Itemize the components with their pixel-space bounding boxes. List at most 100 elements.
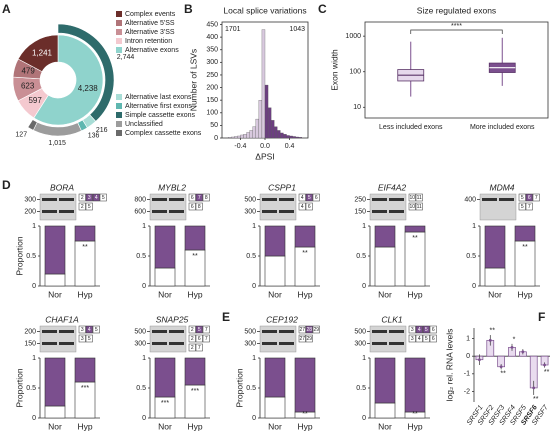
exon-label: 29 — [306, 336, 312, 342]
exon-label: 5 — [521, 204, 524, 210]
bar-end-dot — [543, 363, 546, 367]
histogram-bar — [231, 136, 235, 139]
exon-label: 3 — [411, 336, 414, 342]
exon-label: 4 — [418, 327, 421, 333]
exon-box — [525, 193, 533, 202]
exon-box — [305, 325, 313, 334]
gel-band — [42, 330, 57, 333]
exon-label: 5 — [102, 195, 105, 201]
gene-name: CSPP1 — [268, 182, 296, 192]
x-tick-label: Less included exons — [379, 124, 443, 131]
exon-label: 27 — [299, 336, 305, 342]
bar-end-dot — [478, 358, 481, 362]
exon-label: 2 — [191, 327, 194, 333]
value-label: 136 — [88, 132, 100, 139]
gel-band — [279, 330, 294, 333]
histogram-bar — [277, 130, 281, 139]
gel-band — [59, 342, 74, 345]
gel-band — [152, 342, 167, 345]
x-tick-label: Hyp — [517, 289, 532, 299]
exon-label: 6 — [191, 195, 194, 201]
exon-box — [518, 202, 526, 211]
histogram-bar — [252, 126, 256, 139]
histogram-bar — [286, 135, 290, 139]
value-label: 216 — [96, 127, 108, 134]
significance: * — [513, 336, 516, 343]
exon-box — [202, 325, 210, 334]
gel-band — [262, 210, 277, 213]
annotation: 1701 — [225, 26, 241, 33]
y-tick-label: 0 — [472, 283, 476, 290]
exon-label: 28 — [306, 327, 312, 333]
exon-label: 7 — [205, 336, 208, 342]
y-tick-label: 150 — [206, 97, 218, 104]
exon-label: 6 — [198, 336, 201, 342]
y-tick-label: 10 — [353, 104, 361, 111]
exon-box — [518, 193, 526, 202]
y-tick-label: 0 — [32, 283, 36, 290]
y-tick-label: 0.5 — [356, 385, 366, 392]
y-tick-label: 450 — [206, 21, 218, 28]
exon-box — [195, 343, 203, 352]
value-label: 127 — [15, 132, 27, 139]
y-tick-label: 50 — [210, 122, 218, 129]
exon-box — [85, 334, 93, 343]
stacked-bar — [374, 402, 396, 419]
stacked-bar — [44, 357, 66, 407]
exon-box — [298, 193, 306, 202]
stacked-bar — [484, 267, 506, 287]
chart-title: Local splice variations — [223, 5, 306, 15]
gel-band — [59, 198, 74, 201]
significance: ** — [192, 253, 198, 260]
significance: *** — [191, 388, 199, 395]
exon-label: 3 — [81, 336, 84, 342]
x-tick-label: Hyp — [407, 421, 422, 431]
exon-box — [305, 193, 313, 202]
bp-label: 150 — [354, 208, 366, 215]
exon-box — [312, 325, 320, 334]
exon-box — [85, 202, 93, 211]
donut-segment — [17, 34, 59, 73]
gel-band — [42, 210, 57, 213]
x-tick-label: Nor — [158, 421, 172, 431]
significance: ** — [500, 371, 506, 378]
x-tick-label: Hyp — [187, 289, 202, 299]
y-tick-label: 100 — [206, 110, 218, 117]
y-tick-label: 100 — [349, 69, 361, 76]
exon-box — [195, 193, 203, 202]
value-label: 1,015 — [48, 140, 66, 147]
significance: ** — [412, 235, 418, 242]
legend-label: Complex cassette exons — [125, 130, 202, 137]
exon-label: 5 — [521, 195, 524, 201]
histogram-bar — [292, 136, 296, 139]
panel-label: A — [2, 2, 11, 16]
exon-box — [78, 193, 86, 202]
stacked-bar — [264, 357, 286, 398]
x-tick-label: Nor — [268, 289, 282, 299]
panel-label: B — [184, 2, 193, 16]
exon-box — [429, 334, 437, 343]
legend-label: Alternative 5'SS — [125, 20, 175, 27]
y-tick-label: 0.5 — [136, 253, 146, 260]
histogram-bar — [240, 134, 244, 139]
gel — [369, 193, 407, 221]
histogram-bar — [298, 137, 303, 139]
x-tick-label: Hyp — [77, 421, 92, 431]
exon-label: 7 — [535, 195, 538, 201]
y-tick-label: 0 — [252, 415, 256, 422]
y-tick-label: 1 — [32, 223, 36, 230]
x-axis-label: ΔPSI — [255, 151, 274, 161]
gel-band — [152, 210, 167, 213]
stacked-bar — [484, 225, 506, 269]
y-tick-label: 350 — [206, 47, 218, 54]
stacked-bar — [74, 225, 96, 242]
x-tick-label: -0.4 — [234, 143, 246, 150]
gel-band — [42, 342, 57, 345]
exon-box — [415, 325, 423, 334]
bp-label: 200 — [24, 208, 36, 215]
x-tick-label: Nor — [488, 289, 502, 299]
y-tick-label: 0.5 — [246, 253, 256, 260]
exon-box — [429, 325, 437, 334]
y-tick-label: 1 — [252, 223, 256, 230]
histogram-bar — [295, 136, 299, 139]
